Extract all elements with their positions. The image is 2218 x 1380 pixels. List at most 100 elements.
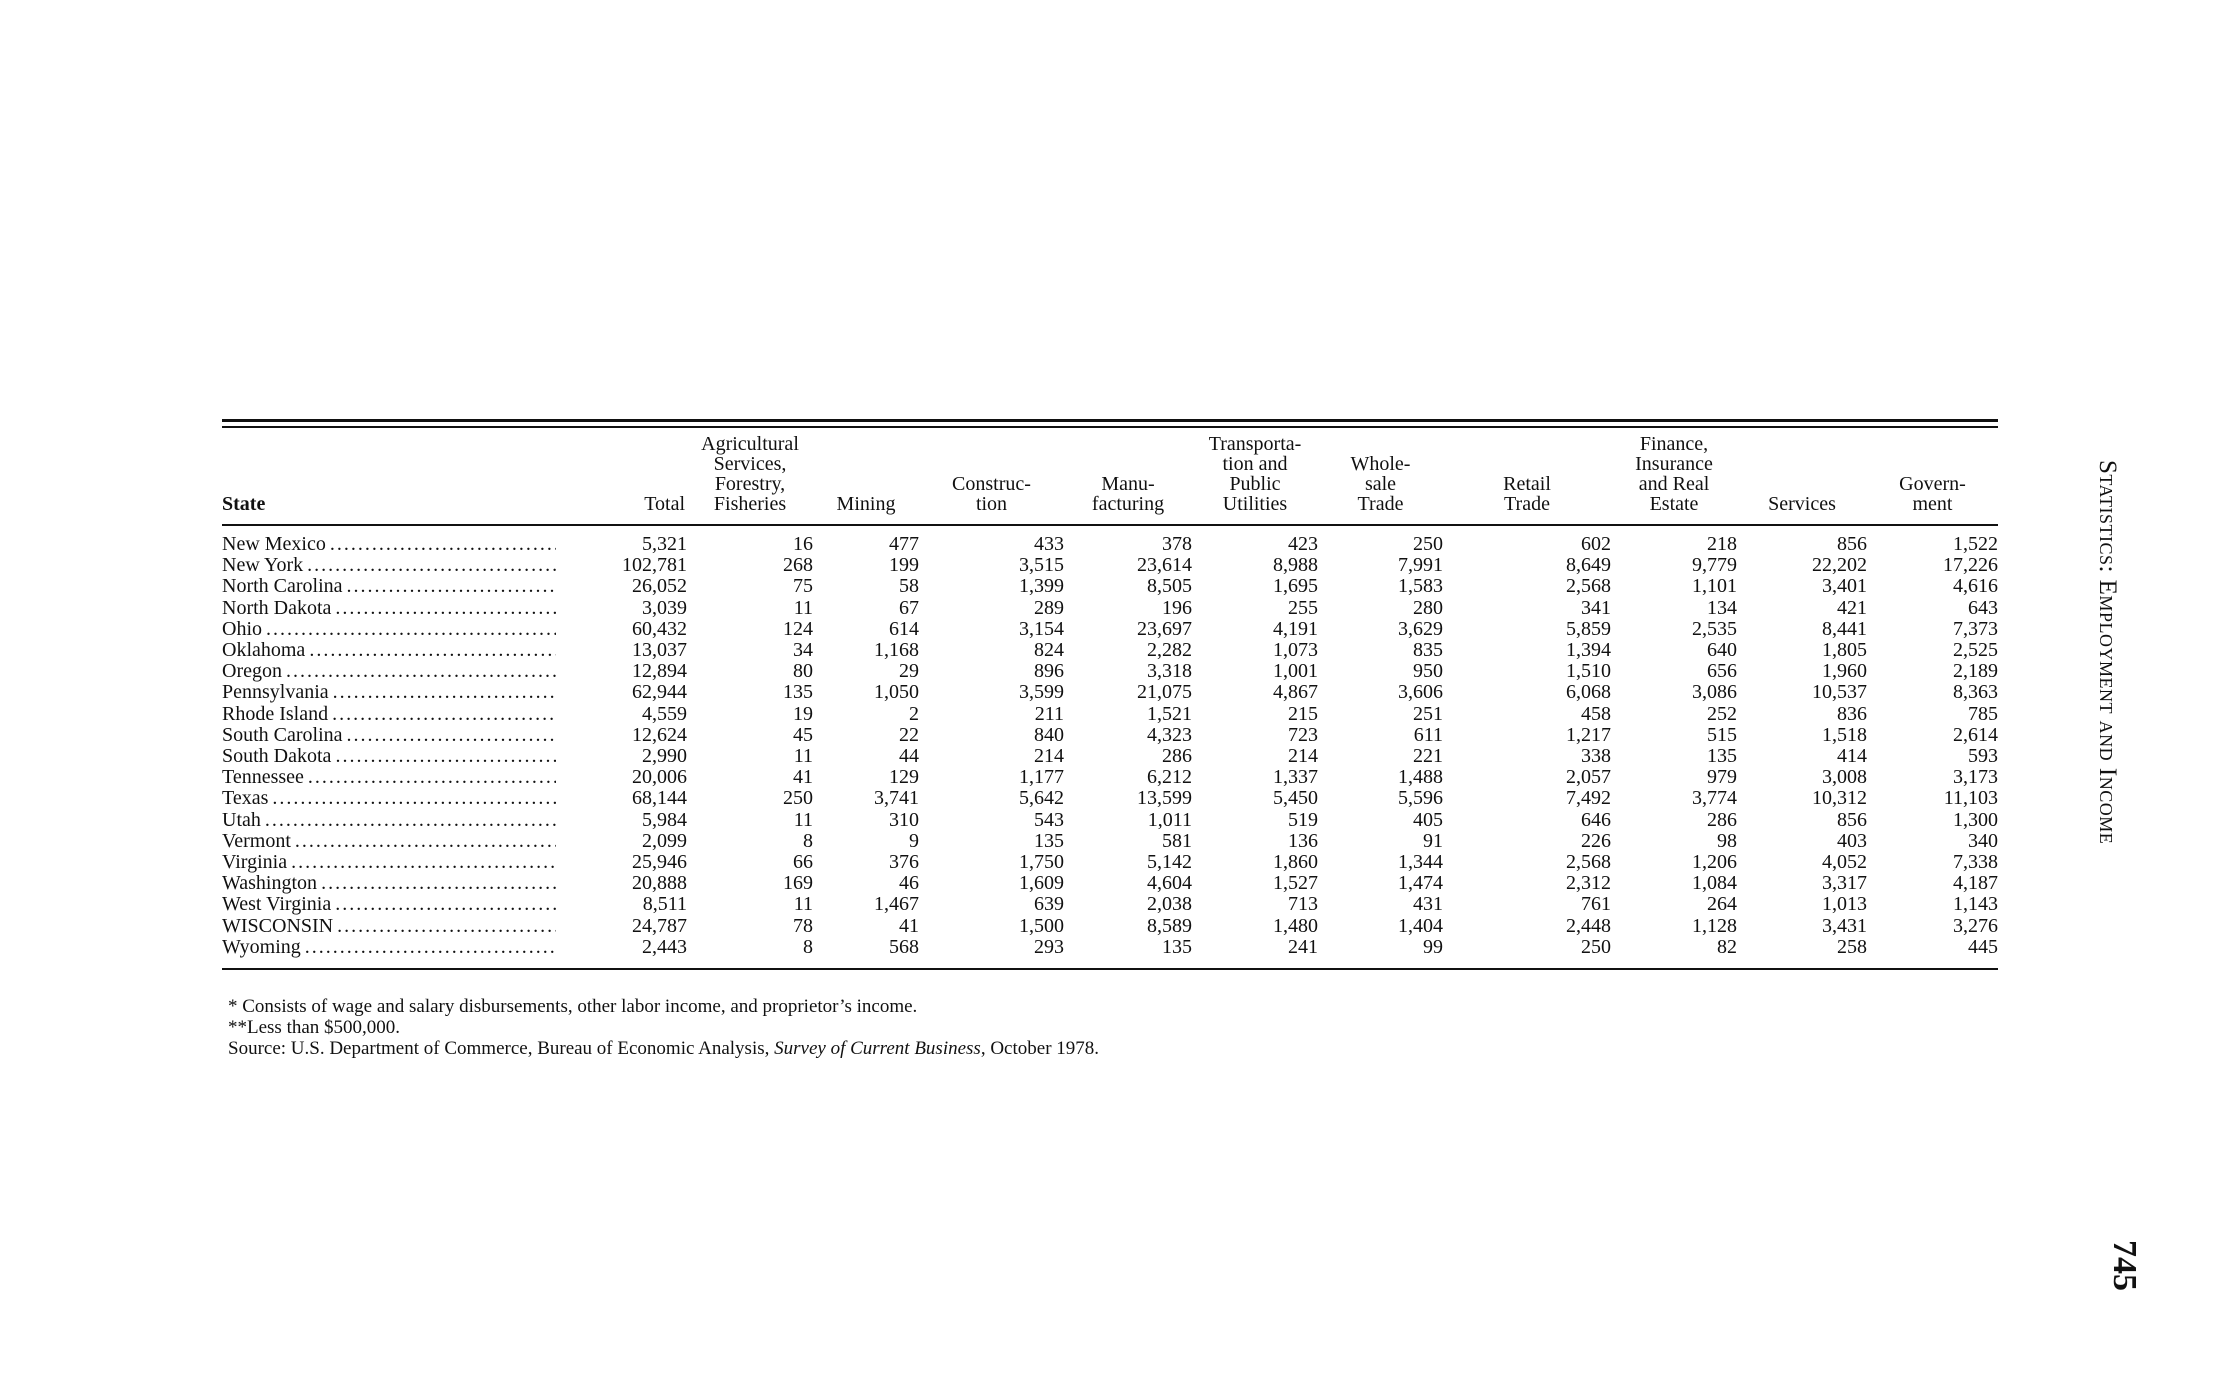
value-cell: 7,991 (1398, 554, 1443, 577)
table-row: Vermont 2,099 8 9 135 581 136 91 226 98 403 340 (222, 829, 1998, 852)
table-row: South Carolina 12,624 45 22 840 4,323 723 611 1,… (222, 723, 1998, 746)
state-name-cell: South Carolina (222, 725, 556, 746)
column-header-line: Public (1229, 473, 1281, 495)
column-header-line: State (222, 493, 266, 515)
value-cell: 21,075 (1137, 681, 1192, 704)
column-header: Manu-facturing (1064, 428, 1192, 525)
value-cell: 614 (889, 617, 919, 640)
column-header: Mining (813, 428, 919, 525)
value-cell: 950 (1413, 660, 1443, 683)
value-cell: 8 (803, 829, 813, 852)
value-cell: 1,500 (1019, 914, 1064, 937)
value-cell: 378 (1162, 533, 1192, 555)
value-cell: 713 (1288, 893, 1318, 916)
page-number: 745 (2106, 1240, 2143, 1291)
value-cell: 519 (1288, 808, 1318, 831)
value-cell: 1,474 (1398, 872, 1443, 895)
table-row: WISCONSIN 24,787 78 41 1,500 8,589 1,480 1,404 2… (222, 914, 1998, 937)
column-header-line: Insurance (1635, 453, 1713, 475)
value-cell: 414 (1837, 745, 1867, 768)
value-cell: 41 (793, 766, 813, 789)
value-cell: 20,888 (632, 872, 687, 895)
source-note: Source: U.S. Department of Commerce, Bur… (228, 1038, 1099, 1059)
value-cell: 62,944 (632, 681, 687, 704)
value-cell: 3,599 (1019, 681, 1064, 704)
value-cell: 91 (1423, 829, 1443, 852)
value-cell: 4,187 (1953, 872, 1998, 895)
value-cell: 82 (1717, 935, 1737, 958)
column-header-line: Total (644, 493, 685, 515)
value-cell: 1,960 (1822, 660, 1867, 683)
state-name-cell: Wyoming (222, 937, 556, 968)
value-cell: 593 (1968, 745, 1998, 768)
state-name: Oklahoma (222, 640, 306, 662)
footnote-1: * Consists of wage and salary disburseme… (228, 996, 918, 1017)
value-cell: 199 (889, 554, 919, 577)
state-name: Tennessee (222, 767, 304, 789)
column-header-line: Finance, (1639, 433, 1709, 455)
value-cell: 8,505 (1147, 575, 1192, 598)
table-top-rule-2 (222, 426, 1998, 428)
table-row: Oklahoma 13,037 34 1,168 824 2,282 1,073 835 1,3… (222, 639, 1998, 662)
value-cell: 543 (1034, 808, 1064, 831)
table-row: West Virginia 8,511 11 1,467 639 2,038 713 431 7… (222, 894, 1998, 915)
source-suffix: , October 1978. (980, 1038, 1100, 1059)
value-cell: 1,527 (1273, 872, 1318, 895)
value-cell: 4,867 (1273, 681, 1318, 704)
table-row: Texas 68,144 250 3,741 5,642 13,599 5,450 5,596… (222, 788, 1998, 809)
value-cell: 264 (1707, 893, 1737, 916)
value-cell: 5,642 (1019, 787, 1064, 810)
value-cell: 1,522 (1953, 533, 1998, 555)
value-cell: 4,559 (642, 702, 687, 725)
state-name-cell: West Virginia (222, 894, 556, 915)
value-cell: 8 (803, 935, 813, 958)
state-name: West Virginia (222, 894, 332, 916)
state-name-cell: New York (222, 555, 556, 576)
value-cell: 221 (1413, 745, 1443, 768)
state-name: Oregon (222, 661, 282, 683)
value-cell: 241 (1288, 935, 1318, 958)
value-cell: 10,312 (1812, 787, 1867, 810)
dot-leader (337, 916, 556, 937)
value-cell: 250 (1581, 935, 1611, 958)
table-bottom-rule (222, 968, 1998, 971)
value-cell: 431 (1413, 893, 1443, 916)
value-cell: 836 (1837, 702, 1867, 725)
value-cell: 1,521 (1147, 702, 1192, 725)
value-cell: 102,781 (622, 554, 687, 577)
value-cell: 1,609 (1019, 872, 1064, 895)
value-cell: 1,300 (1953, 808, 1998, 831)
value-cell: 1,011 (1147, 808, 1192, 831)
state-name-cell: New Mexico (222, 525, 556, 555)
dot-leader (335, 746, 556, 767)
value-cell: 258 (1837, 935, 1867, 958)
table-row: Washington 20,888 169 46 1,609 4,604 1,527 1,47… (222, 873, 1998, 894)
value-cell: 11 (793, 808, 813, 831)
table-row: New Mexico 5,321 16 477 433 378 423 250 602 218 85… (222, 525, 1998, 555)
value-cell: 136 (1288, 829, 1318, 852)
value-cell: 135 (1707, 745, 1737, 768)
value-cell: 3,606 (1398, 681, 1443, 704)
value-cell: 45 (793, 723, 813, 746)
state-name-cell: Vermont (222, 831, 556, 852)
table-row: New York 102,781 268 199 3,515 23,614 8,988 7,9… (222, 555, 1998, 576)
value-cell: 341 (1581, 596, 1611, 619)
column-header-line: Services, (713, 453, 787, 475)
value-cell: 10,537 (1812, 681, 1867, 704)
value-cell: 785 (1968, 702, 1998, 725)
footnote-2: **Less than $500,000. (228, 1017, 401, 1038)
value-cell: 2,057 (1566, 766, 1611, 789)
value-cell: 251 (1413, 702, 1443, 725)
value-cell: 1,518 (1822, 723, 1867, 746)
state-name: WISCONSIN (222, 915, 334, 937)
column-header-line: tion and (1222, 453, 1288, 475)
value-cell: 11 (793, 745, 813, 768)
value-cell: 1,217 (1566, 723, 1611, 746)
column-header-line: Forestry, (714, 473, 786, 495)
state-name: Texas (222, 788, 269, 810)
value-cell: 421 (1837, 596, 1867, 619)
value-cell: 8,441 (1822, 617, 1867, 640)
value-cell: 22 (899, 723, 919, 746)
value-cell: 3,318 (1147, 660, 1192, 683)
employment-income-table-container: State Total Agricultural Services, Forestry,… (222, 419, 1998, 971)
